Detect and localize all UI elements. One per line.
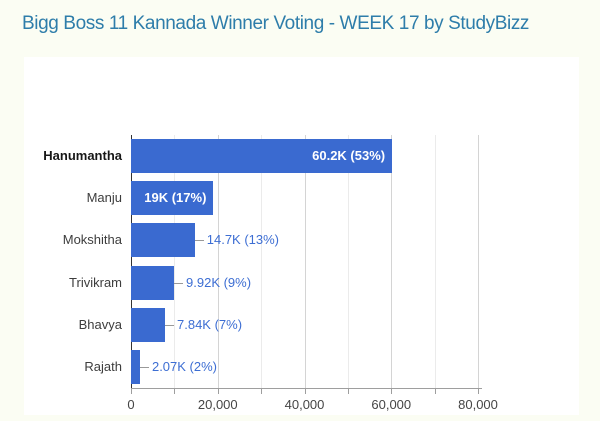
plot-area: 0 20,000 40,000 60,000 80,000 Hanumantha 60.2… [43, 135, 498, 412]
gridline [304, 135, 306, 388]
bar-trivikram[interactable] [131, 265, 175, 300]
gridline [261, 135, 263, 388]
x-axis-tick-label: 60,000 [371, 397, 412, 412]
gridline [434, 135, 436, 388]
bar-bhavya[interactable] [131, 307, 165, 342]
y-axis-baseline [131, 135, 132, 388]
x-axis-tick-label: 20,000 [197, 397, 238, 412]
bar-manju[interactable] [131, 181, 214, 216]
x-axis-tick [217, 389, 219, 394]
gridline [478, 135, 479, 388]
x-axis-tick [131, 389, 132, 394]
category-label-trivikram: Trivikram [69, 274, 122, 290]
category-label-rajath: Rajath [84, 358, 122, 374]
value-annotation: 19K (17%) [144, 190, 207, 206]
x-axis-tick [347, 389, 349, 394]
annotation-stem [174, 282, 184, 284]
bar-mokshitha[interactable] [131, 223, 195, 258]
category-label-hanumantha: Hanumantha [43, 148, 122, 164]
value-annotation: 14.7K (13%) [206, 232, 280, 248]
x-axis-tick-label: 0 [127, 397, 135, 412]
bar-rajath[interactable] [131, 349, 140, 384]
value-annotation: 2.07K (2%) [151, 358, 218, 374]
bar-hanumantha[interactable] [131, 139, 393, 174]
annotation-stem [139, 366, 149, 368]
value-annotation: 9.92K (9%) [186, 274, 252, 290]
x-axis-tick [304, 389, 306, 394]
x-axis-line [131, 388, 482, 389]
category-label-mokshitha: Mokshitha [62, 232, 122, 248]
value-annotation: 7.84K (7%) [177, 316, 243, 332]
page-title: Bigg Boss 11 Kannada Winner Voting - WEE… [22, 13, 530, 34]
gridline [391, 135, 393, 388]
gridline [174, 135, 176, 388]
category-label-manju: Manju [86, 190, 122, 206]
x-axis-tick-label: 40,000 [284, 397, 325, 412]
chart-card: 0 20,000 40,000 60,000 80,000 Hanumantha 60.2… [24, 57, 579, 415]
gridline [347, 135, 349, 388]
x-axis-tick [391, 389, 393, 394]
x-axis-tick [478, 389, 479, 394]
annotation-stem [165, 324, 174, 326]
category-label-bhavya: Bhavya [78, 316, 122, 332]
x-axis-tick [434, 389, 436, 394]
annotation-stem [194, 240, 204, 242]
x-axis-tick [261, 389, 263, 394]
x-axis-tick-label: 80,000 [458, 397, 498, 412]
gridline [217, 135, 219, 388]
x-axis-tick [174, 389, 176, 394]
value-annotation: 60.2K (53%) [312, 148, 386, 164]
